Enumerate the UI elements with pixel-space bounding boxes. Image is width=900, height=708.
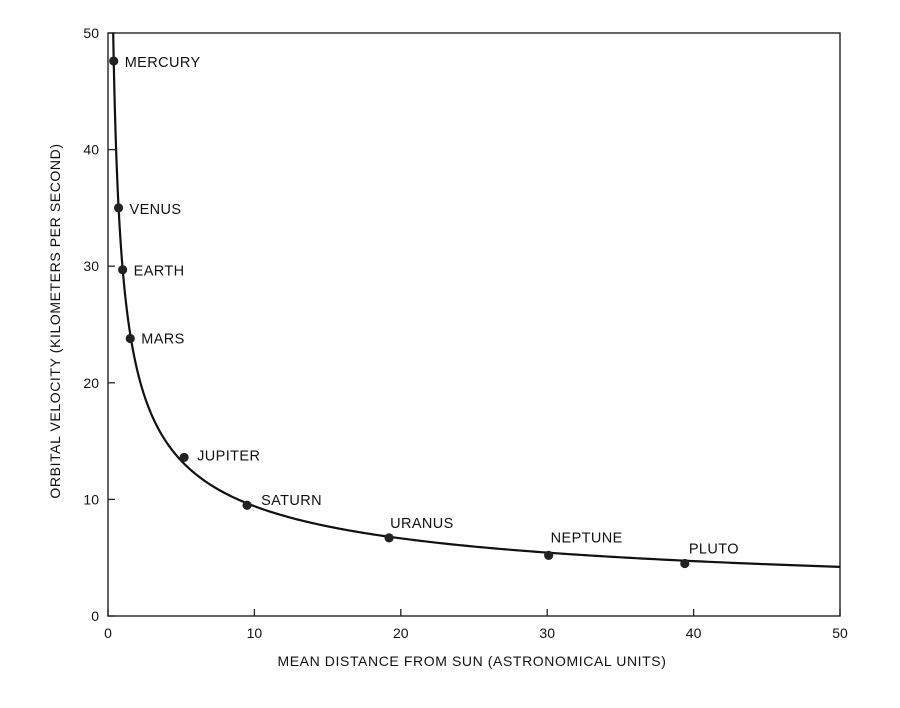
y-axis-title: ORBITAL VELOCITY (KILOMETERS PER SECOND) (47, 143, 63, 498)
point-jupiter (179, 452, 189, 463)
point-neptune (544, 550, 554, 560)
point-mars (125, 333, 135, 344)
point-earth (118, 265, 128, 275)
label-saturn: SATURN (261, 493, 322, 509)
point-saturn (242, 500, 252, 510)
velocity-curve (112, 32, 841, 568)
planet-points: MERCURY VENUS EARTH MARS JUPITER SATURN URANUS… (109, 55, 739, 569)
label-uranus: URANUS (390, 516, 454, 532)
y-tick-label: 30 (83, 258, 99, 274)
label-pluto: PLUTO (689, 542, 739, 558)
point-uranus (384, 533, 394, 543)
y-tick-label: 50 (83, 25, 99, 41)
point-pluto (680, 558, 690, 569)
y-tick-label: 0 (91, 608, 99, 624)
x-tick-label: 30 (539, 625, 555, 641)
x-tick-label: 20 (393, 625, 409, 641)
plot-frame (107, 32, 841, 617)
point-venus (113, 203, 124, 213)
label-mercury: MERCURY (125, 55, 201, 71)
x-axis-title: MEAN DISTANCE FROM SUN (ASTRONOMICAL UNI… (277, 653, 666, 669)
label-neptune: NEPTUNE (551, 530, 623, 546)
plot-border (107, 32, 841, 617)
label-venus: VENUS (130, 202, 182, 218)
y-axis-ticks: 0 10 20 30 40 50 (83, 25, 115, 624)
y-tick-label: 20 (83, 375, 99, 391)
x-axis-ticks: 0 10 20 30 40 50 (104, 609, 848, 641)
point-mercury (109, 56, 119, 66)
x-tick-label: 40 (686, 625, 702, 641)
x-tick-label: 10 (247, 625, 263, 641)
x-tick-label: 0 (104, 625, 112, 641)
x-tick-label: 50 (832, 625, 848, 641)
label-earth: EARTH (134, 264, 185, 280)
y-tick-label: 40 (83, 142, 99, 158)
label-jupiter: JUPITER (197, 448, 260, 464)
y-tick-label: 10 (83, 491, 99, 507)
label-mars: MARS (141, 331, 185, 347)
